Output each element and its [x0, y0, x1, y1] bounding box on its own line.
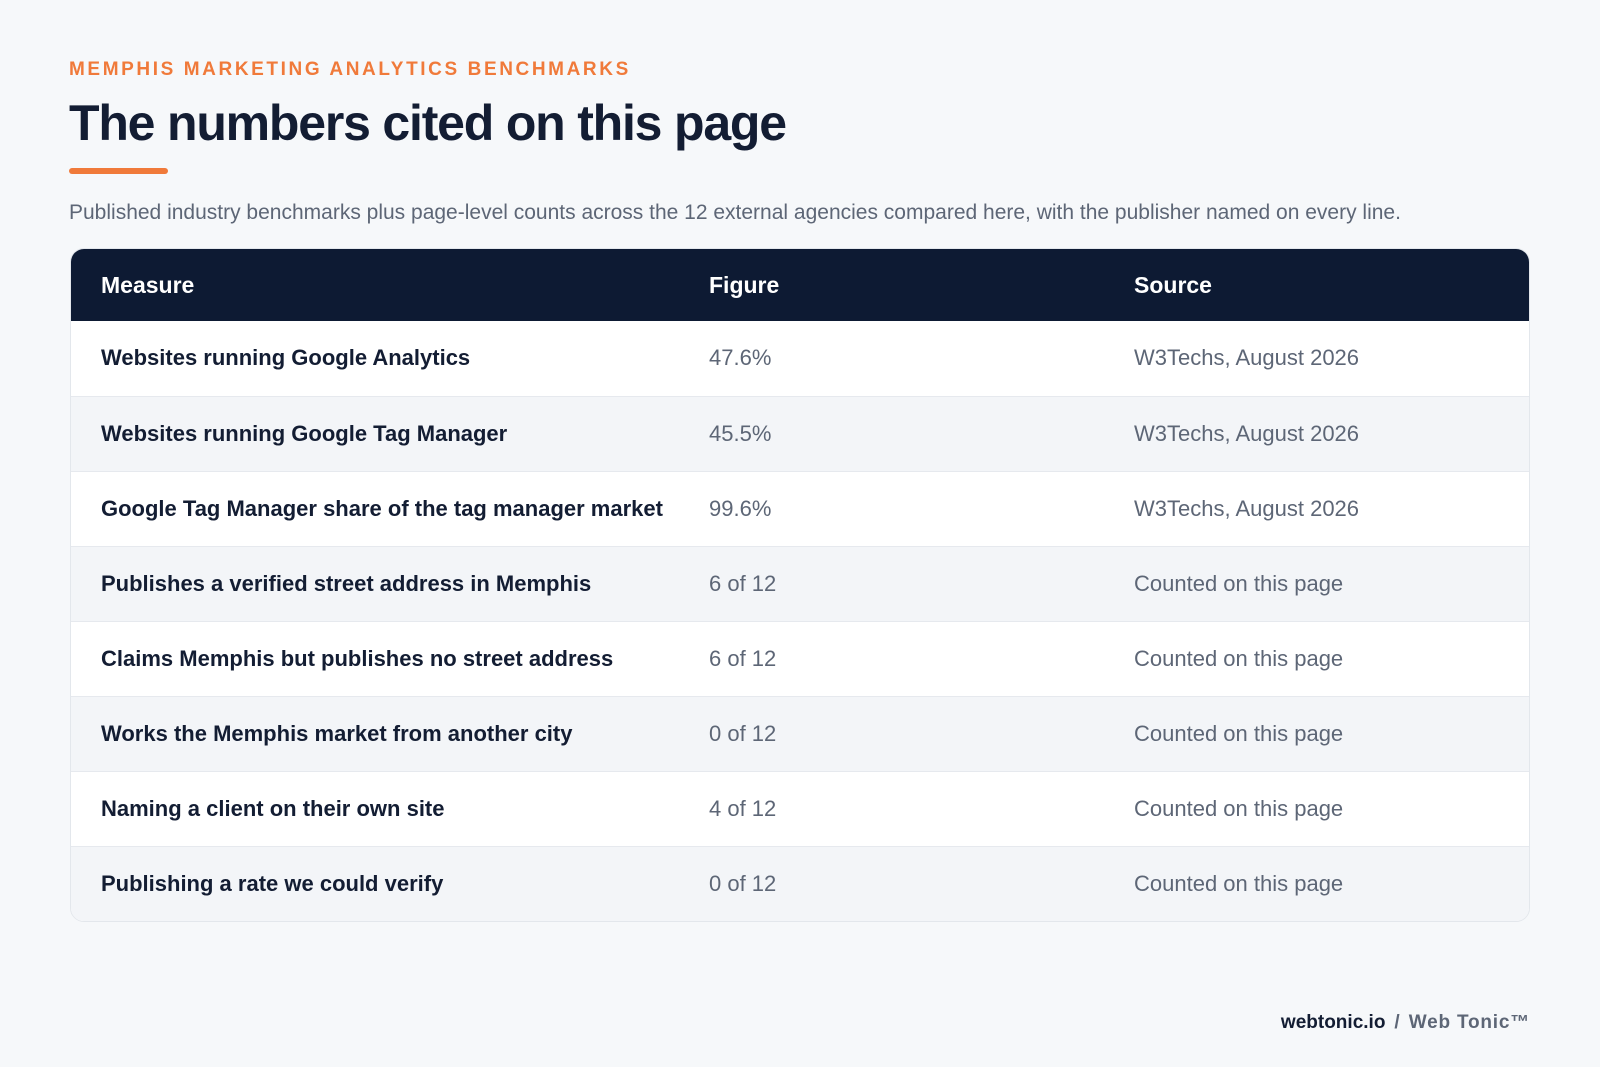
figure-cell: 4 of 12 — [709, 795, 777, 821]
page-header: MEMPHIS MARKETING ANALYTICS BENCHMARKS T… — [69, 58, 1529, 228]
measure-cell: Websites running Google Analytics — [101, 345, 471, 371]
benchmarks-table: Measure Figure Source Websites running G… — [71, 249, 1529, 921]
column-header-measure: Measure — [101, 271, 195, 298]
source-cell: Counted on this page — [1134, 795, 1344, 821]
page-subtitle: Published industry benchmarks plus page-… — [69, 201, 1401, 224]
measure-cell: Claims Memphis but publishes no street a… — [101, 645, 614, 671]
page-title: The numbers cited on this page — [69, 95, 787, 151]
column-header-figure: Figure — [709, 271, 780, 298]
figure-cell: 0 of 12 — [709, 720, 777, 746]
eyebrow-label: MEMPHIS MARKETING ANALYTICS BENCHMARKS — [69, 59, 631, 80]
footer-domain-link[interactable]: webtonic.io — [1280, 1012, 1386, 1033]
measure-cell: Works the Memphis market from another ci… — [101, 720, 573, 746]
measure-cell: Publishes a verified street address in M… — [101, 570, 592, 596]
column-header-source: Source — [1134, 271, 1212, 298]
figure-cell: 47.6% — [709, 345, 772, 371]
figure-cell: 6 of 12 — [709, 570, 777, 596]
title-accent-bar — [69, 168, 168, 174]
figure-cell: 45.5% — [709, 420, 772, 446]
table-row: Websites running Google Analytics 47.6% … — [71, 321, 1529, 396]
source-cell: W3Techs, August 2026 — [1134, 345, 1360, 371]
measure-cell: Websites running Google Tag Manager — [101, 420, 508, 446]
figure-cell: 99.6% — [709, 495, 772, 521]
footer-credit: webtonic.io / Web Tonic™ — [1281, 1012, 1530, 1034]
measure-cell: Publishing a rate we could verify — [101, 870, 444, 896]
table-row: Claims Memphis but publishes no street a… — [71, 621, 1529, 696]
table-row: Publishing a rate we could verify 0 of 1… — [71, 846, 1529, 921]
source-cell: W3Techs, August 2026 — [1134, 495, 1360, 521]
measure-cell: Naming a client on their own site — [101, 795, 445, 821]
source-cell: Counted on this page — [1134, 570, 1344, 596]
source-cell: W3Techs, August 2026 — [1134, 420, 1360, 446]
figure-cell: 6 of 12 — [709, 645, 777, 671]
source-cell: Counted on this page — [1134, 870, 1344, 896]
table-row: Naming a client on their own site 4 of 1… — [71, 771, 1529, 846]
source-cell: Counted on this page — [1134, 720, 1344, 746]
table-row: Google Tag Manager share of the tag mana… — [71, 471, 1529, 546]
benchmarks-table-card: Measure Figure Source Websites running G… — [70, 248, 1530, 922]
source-cell: Counted on this page — [1134, 645, 1344, 671]
table-row: Publishes a verified street address in M… — [71, 546, 1529, 621]
table-header-row: Measure Figure Source — [71, 249, 1529, 321]
measure-cell: Google Tag Manager share of the tag mana… — [101, 495, 663, 521]
table-row: Works the Memphis market from another ci… — [71, 696, 1529, 771]
table-row: Websites running Google Tag Manager 45.5… — [71, 396, 1529, 471]
figure-cell: 0 of 12 — [709, 870, 777, 896]
footer-brand: Web Tonic™ — [1408, 1012, 1530, 1033]
footer-separator: / — [1394, 1012, 1400, 1033]
